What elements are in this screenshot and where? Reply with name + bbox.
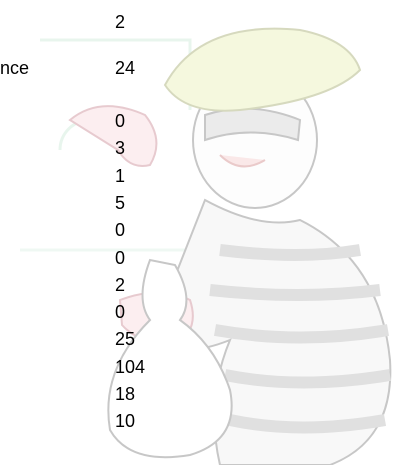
row-value: 0 xyxy=(115,248,125,268)
row-value: 2 xyxy=(115,12,125,32)
row-value: 1 xyxy=(115,166,125,186)
row-value: 25 xyxy=(115,329,135,349)
row-value: 2 xyxy=(115,275,125,295)
row-value: 0 xyxy=(115,302,125,322)
row-value: 18 xyxy=(115,384,135,404)
row-value: 0 xyxy=(115,220,125,240)
row-label: nce xyxy=(0,58,29,78)
row-value: 3 xyxy=(115,138,125,158)
burglar-illustration xyxy=(0,0,409,465)
page: 2 nce 24 0 3 1 5 0 0 2 0 25 104 18 10 xyxy=(0,0,409,465)
row-value: 0 xyxy=(115,111,125,131)
row-value: 24 xyxy=(115,58,135,78)
row-value: 10 xyxy=(115,411,135,431)
row-value: 5 xyxy=(115,193,125,213)
row-value: 104 xyxy=(115,357,145,377)
